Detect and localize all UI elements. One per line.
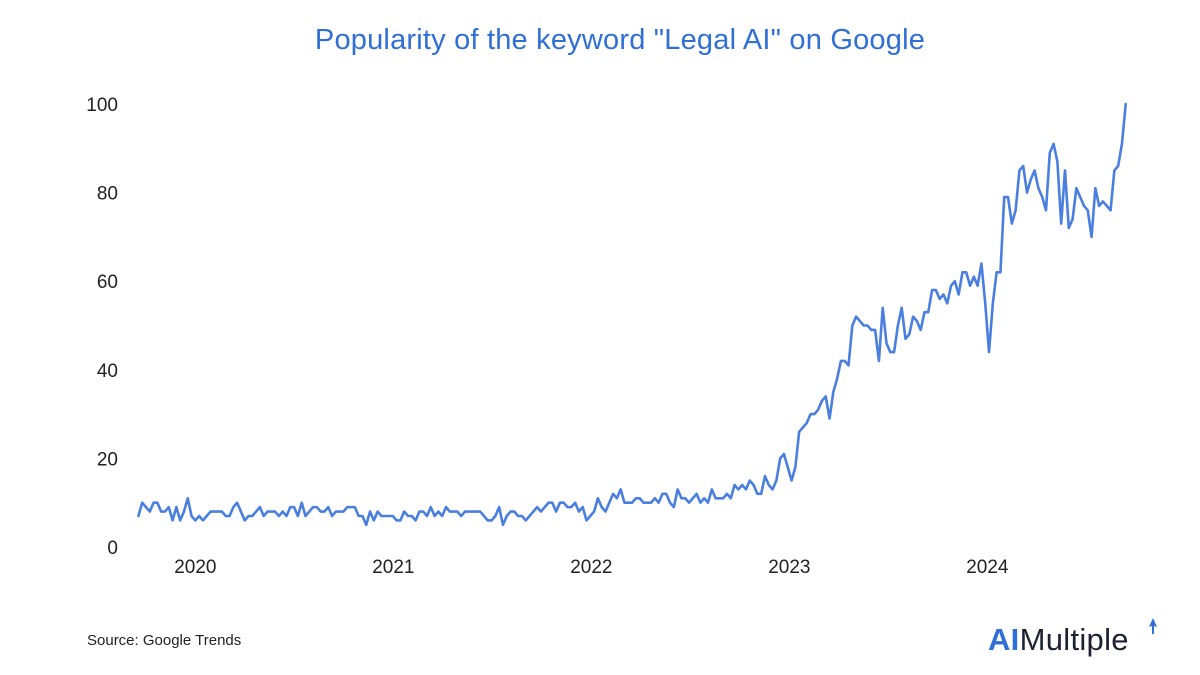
y-tick-label: 20: [97, 449, 118, 470]
logo-multiple-text: Multiple: [1019, 622, 1129, 657]
x-tick-label: 2024: [966, 557, 1009, 578]
series-line: [137, 102, 1128, 527]
x-tick-label: 2023: [768, 557, 810, 578]
y-tick-label: 100: [86, 95, 118, 116]
logo-ai-text: AI: [988, 622, 1020, 657]
logo-spark-icon: [1149, 618, 1157, 634]
series-layer: [137, 102, 1128, 527]
x-tick-label: 2021: [372, 557, 414, 578]
y-tick-label: 60: [97, 272, 118, 293]
x-tick-label: 2022: [570, 557, 612, 578]
y-tick-label: 40: [97, 361, 118, 382]
source-note: Source: Google Trends: [87, 632, 242, 649]
y-tick-label: 80: [97, 184, 118, 205]
chart-title: Popularity of the keyword "Legal AI" on …: [314, 24, 926, 56]
x-tick-label: 2020: [174, 557, 216, 578]
y-tick-label: 0: [107, 538, 118, 559]
x-axis-ticks: 2020 2021 2022 2023 2024: [174, 557, 1009, 578]
y-axis-ticks: 0 20 40 60 80 100: [86, 95, 118, 559]
aimultiple-logo: AIMultiple: [988, 618, 1157, 660]
